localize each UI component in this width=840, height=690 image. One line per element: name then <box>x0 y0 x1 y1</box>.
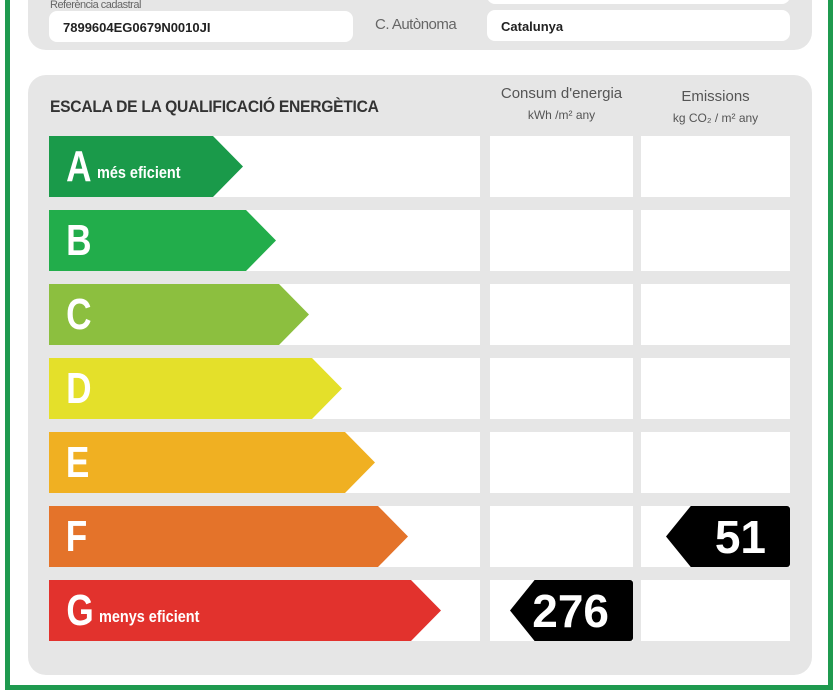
consumption-cell-a <box>490 136 633 197</box>
emissions-cell-g <box>641 580 790 641</box>
consumption-title: Consum d'energia <box>500 85 623 102</box>
scale-row-e: E <box>49 432 480 493</box>
class-letter: B <box>66 215 92 265</box>
consumption-header: Consum d'energia kWh /m² any <box>490 85 633 124</box>
class-arrow-d: D <box>49 358 342 419</box>
class-arrow-c: C <box>49 284 309 345</box>
class-arrow-f: F <box>49 506 408 567</box>
region-label: C. Autònoma <box>375 16 457 33</box>
emissions-cell-e <box>641 432 790 493</box>
consumption-cell-g: 276 <box>490 580 633 641</box>
consumption-cell-f <box>490 506 633 567</box>
emissions-cell-a <box>641 136 790 197</box>
emissions-cell-d <box>641 358 790 419</box>
class-arrow-b: B <box>49 210 276 271</box>
consumption-rating-badge: 276 <box>510 580 633 641</box>
emissions-cell-f: 51 <box>641 506 790 567</box>
class-caption: menys eficient <box>99 606 200 626</box>
consumption-unit: kWh /m² any <box>527 108 596 122</box>
consumption-cell-e <box>490 432 633 493</box>
scale-row-d: D <box>49 358 480 419</box>
region-field: Catalunya <box>487 10 790 41</box>
cadastral-field: 7899604EG0679N0010JI <box>49 11 353 42</box>
class-letter: G <box>66 585 94 635</box>
region-top-field <box>487 0 790 4</box>
class-letter: A <box>66 141 92 191</box>
class-letter: F <box>65 511 88 561</box>
class-caption: més eficient <box>96 162 181 182</box>
consumption-cell-c <box>490 284 633 345</box>
emissions-header: Emissions kg CO₂ / m² any <box>641 88 790 127</box>
scale-row-b: B <box>49 210 480 271</box>
emissions-rating-badge: 51 <box>666 506 790 567</box>
cadastral-label: Referència cadastral <box>50 0 141 11</box>
consumption-cell-b <box>490 210 633 271</box>
scale-row-f: F <box>49 506 480 567</box>
class-letter: D <box>66 363 92 413</box>
scale-row-c: C <box>49 284 480 345</box>
class-letter: C <box>66 289 92 339</box>
emissions-title: Emissions <box>681 88 750 105</box>
consumption-cell-d <box>490 358 633 419</box>
class-arrow-e: E <box>49 432 375 493</box>
emissions-cell-b <box>641 210 790 271</box>
scale-title: ESCALA DE LA QUALIFICACIÓ ENERGÈTICA <box>50 97 379 116</box>
emissions-unit: kg CO₂ / m² any <box>672 111 759 125</box>
emissions-cell-c <box>641 284 790 345</box>
class-letter: E <box>65 437 90 487</box>
